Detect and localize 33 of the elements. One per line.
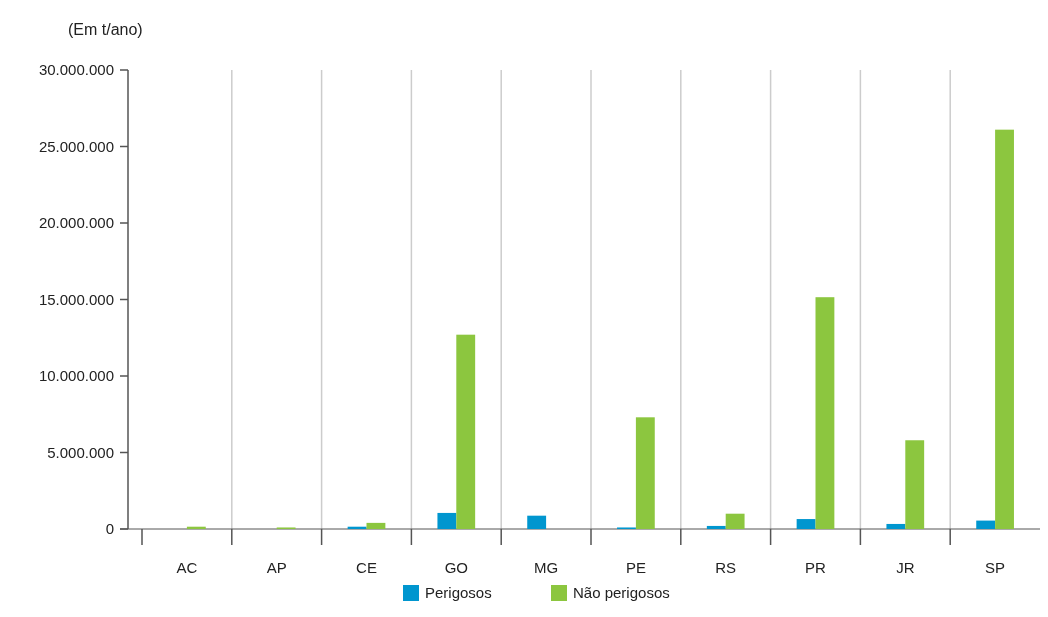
bar xyxy=(905,440,925,529)
x-tick-label: SP xyxy=(985,559,1006,576)
x-tick-label: MG xyxy=(534,559,559,576)
bar xyxy=(437,512,457,529)
bar xyxy=(995,129,1014,529)
bar xyxy=(725,513,745,529)
x-tick-label: RS xyxy=(715,559,737,576)
y-tick-label: 30.000.000 xyxy=(38,61,114,79)
bar xyxy=(366,522,386,529)
x-tick-label: CE xyxy=(356,559,377,576)
legend-label: Não perigosos xyxy=(573,584,670,602)
bar xyxy=(796,519,816,529)
x-tick-label: GO xyxy=(444,559,468,576)
x-tick-label: PR xyxy=(805,559,827,576)
x-tick-label: AP xyxy=(266,559,287,576)
bar xyxy=(706,525,726,529)
legend-label: Perigosos xyxy=(425,584,492,602)
bar xyxy=(456,334,476,529)
bar xyxy=(976,520,996,529)
bar xyxy=(527,515,547,529)
bar xyxy=(635,417,655,529)
y-tick-label: 15.000.000 xyxy=(38,290,114,308)
y-axis-title: (Em t/ano) xyxy=(68,21,143,38)
bar xyxy=(886,523,906,529)
y-tick-label: 10.000.000 xyxy=(38,367,114,385)
x-tick-label: JR xyxy=(896,559,915,576)
x-tick-label: AC xyxy=(176,559,198,576)
y-tick-label: 5.000.000 xyxy=(47,443,114,461)
bar xyxy=(815,297,835,529)
y-tick-label: 20.000.000 xyxy=(38,214,114,232)
x-tick-label: PE xyxy=(625,559,646,576)
y-tick-label: 25.000.000 xyxy=(38,137,114,155)
y-tick-label: 0 xyxy=(105,520,114,538)
